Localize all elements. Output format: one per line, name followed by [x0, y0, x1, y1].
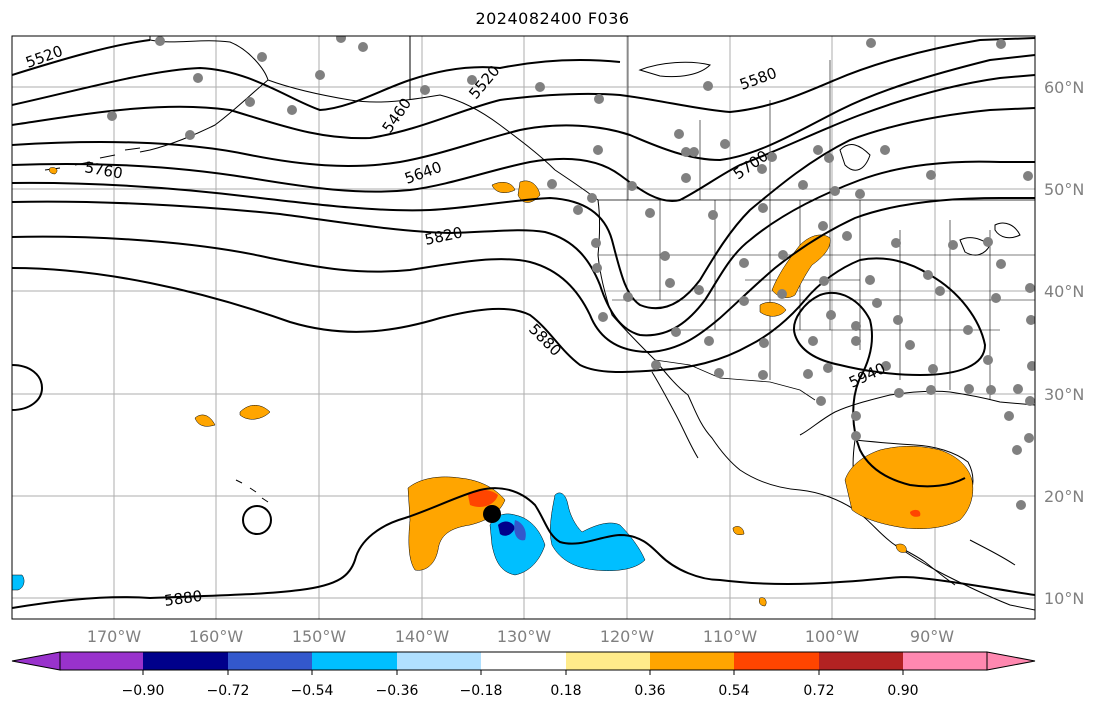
- lon-label: 90°W: [910, 627, 954, 646]
- colorbar-max-extend: [986, 651, 1036, 671]
- medium-negative-anomaly: [514, 520, 526, 541]
- colorbar-tick-label: 0.36: [634, 683, 665, 699]
- colorbar-bin: [650, 652, 734, 670]
- lat-label: 10°N: [1044, 589, 1084, 608]
- lon-label: 140°W: [395, 627, 450, 646]
- colorbar-tick-label: −0.90: [122, 683, 165, 699]
- map-title: 2024082400 F036: [475, 9, 630, 28]
- lon-label: 170°W: [87, 627, 142, 646]
- map-frame: [11, 35, 1036, 620]
- latitude-labels: 60°N 50°N 40°N 30°N 20°N 10°N: [1044, 78, 1084, 608]
- colorbar-bin: [143, 652, 228, 670]
- colorbar-tick-label: 0.54: [718, 683, 749, 699]
- colorbar-min-extend: [11, 651, 61, 671]
- colorbar-bin: [228, 652, 312, 670]
- colorbar-bin: [819, 652, 903, 670]
- colorbar-bin: [312, 652, 397, 670]
- colorbar-tick-label: 0.18: [550, 683, 581, 699]
- colorbar-tick-label: −0.18: [460, 683, 503, 699]
- lon-label: 110°W: [703, 627, 758, 646]
- colorbar-bin: [566, 652, 650, 670]
- strong-negative-anomaly: [498, 521, 515, 536]
- contour-label: 5880: [163, 587, 203, 610]
- colorbar-bins: [60, 652, 987, 670]
- lat-label: 30°N: [1044, 385, 1084, 404]
- strong-positive-anomaly: [468, 489, 921, 517]
- colorbar: −0.90 −0.72 −0.54 −0.36 −0.18 0.18 0.36 …: [11, 651, 1036, 699]
- lon-label: 130°W: [497, 627, 552, 646]
- storm-marker: [483, 505, 501, 523]
- colorbar-bin: [734, 652, 819, 670]
- colorbar-bin: [481, 652, 566, 670]
- lon-label: 160°W: [189, 627, 244, 646]
- colorbar-tick-label: 0.90: [887, 683, 918, 699]
- lat-label: 20°N: [1044, 487, 1084, 506]
- colorbar-tick-label: −0.54: [291, 683, 334, 699]
- map-panel: 5520 5460 5520 5580 5760 5640 5700 5820 …: [12, 36, 1035, 619]
- colorbar-bin: [903, 652, 987, 670]
- longitude-labels: 170°W 160°W 150°W 140°W 130°W 120°W 110°…: [87, 627, 954, 646]
- colorbar-tick-label: −0.72: [207, 683, 250, 699]
- lat-label: 50°N: [1044, 180, 1084, 199]
- lon-label: 120°W: [600, 627, 655, 646]
- lon-label: 150°W: [292, 627, 347, 646]
- negative-anomaly-regions: [12, 492, 646, 591]
- height-contours: [12, 37, 1035, 609]
- colorbar-ticks: [142, 670, 904, 675]
- station-markers: [107, 36, 1035, 510]
- colorbar-bin: [397, 652, 481, 670]
- lon-label: 100°W: [805, 627, 860, 646]
- colorbar-tick-label: 0.72: [803, 683, 834, 699]
- colorbar-tick-label: −0.36: [376, 683, 419, 699]
- lat-label: 40°N: [1044, 282, 1084, 301]
- lat-label: 60°N: [1044, 78, 1084, 97]
- colorbar-bin: [60, 652, 143, 670]
